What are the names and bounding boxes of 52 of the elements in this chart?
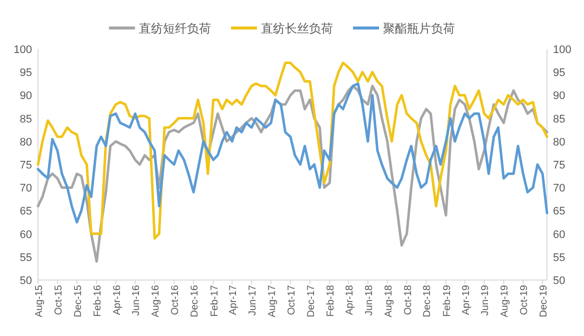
y2-tick-label: 55 <box>20 252 32 264</box>
legend-label: 直纺长丝负荷 <box>261 22 333 36</box>
y2-tick-label: 100 <box>14 44 32 56</box>
x-tick-label: Feb-17 <box>209 284 220 317</box>
x-tick-label: Feb-16 <box>92 284 104 317</box>
x-tick-label: Aug-19 <box>500 284 511 318</box>
y2-tick-label: 75 <box>20 160 32 172</box>
x-tick-label: Apr-17 <box>228 284 240 316</box>
y-tick-label: 60 <box>553 228 566 241</box>
x-tick-label: Oct-15 <box>53 284 64 316</box>
y-tick-label: 65 <box>553 206 566 218</box>
x-tick-label: Aug-18 <box>383 284 394 318</box>
x-tick-label: Dec-16 <box>190 284 201 318</box>
x-tick-label: Dec-18 <box>422 284 434 318</box>
legend-label: 直纺短纤负荷 <box>139 22 211 36</box>
y-tick-label: 85 <box>553 113 566 126</box>
x-tick-label: Oct-19 <box>519 284 530 316</box>
x-tick-label: Dec-15 <box>72 284 84 318</box>
y-tick-label: 90 <box>553 90 566 102</box>
y2-tick-label: 90 <box>20 90 32 102</box>
y-tick-label: 100 <box>553 44 572 56</box>
x-tick-label: Jun-19 <box>480 284 492 316</box>
x-tick-label: Apr-19 <box>460 284 472 316</box>
y2-tick-label: 95 <box>20 67 32 80</box>
x-tick-label: Oct-16 <box>170 284 182 316</box>
x-tick-label: Dec-17 <box>306 284 317 318</box>
y-tick-label: 75 <box>553 160 566 172</box>
x-tick-label: Apr-16 <box>112 284 123 316</box>
x-tick-label: Jun-16 <box>131 284 142 316</box>
x-tick-label: Jun-18 <box>364 284 375 316</box>
y2-tick-label: 70 <box>20 182 32 195</box>
x-tick-label: Aug-16 <box>150 284 162 318</box>
y2-tick-label: 50 <box>20 275 32 287</box>
x-tick-label: Oct-17 <box>286 284 298 316</box>
x-tick-label: Dec-19 <box>538 284 550 318</box>
y-tick-label: 80 <box>553 136 566 148</box>
legend-label: 聚酯瓶片负荷 <box>383 22 455 36</box>
y2-tick-label: 85 <box>20 113 32 126</box>
x-tick-label: Oct-18 <box>402 284 414 316</box>
y-tick-label: 70 <box>553 182 566 195</box>
x-tick-label: Jun-17 <box>248 284 259 316</box>
x-tick-label: Feb-19 <box>442 284 453 317</box>
y-tick-label: 55 <box>553 252 566 264</box>
y2-tick-label: 60 <box>20 228 32 241</box>
x-tick-label: Feb-18 <box>326 284 337 317</box>
y-tick-label: 95 <box>553 67 566 80</box>
y2-tick-label: 65 <box>20 206 32 218</box>
y-tick-label: 50 <box>553 275 566 287</box>
x-tick-label: Apr-18 <box>344 284 356 316</box>
y2-tick-label: 80 <box>20 136 32 148</box>
x-tick-label: Aug-15 <box>34 284 45 318</box>
x-tick-label: Aug-17 <box>266 284 278 318</box>
